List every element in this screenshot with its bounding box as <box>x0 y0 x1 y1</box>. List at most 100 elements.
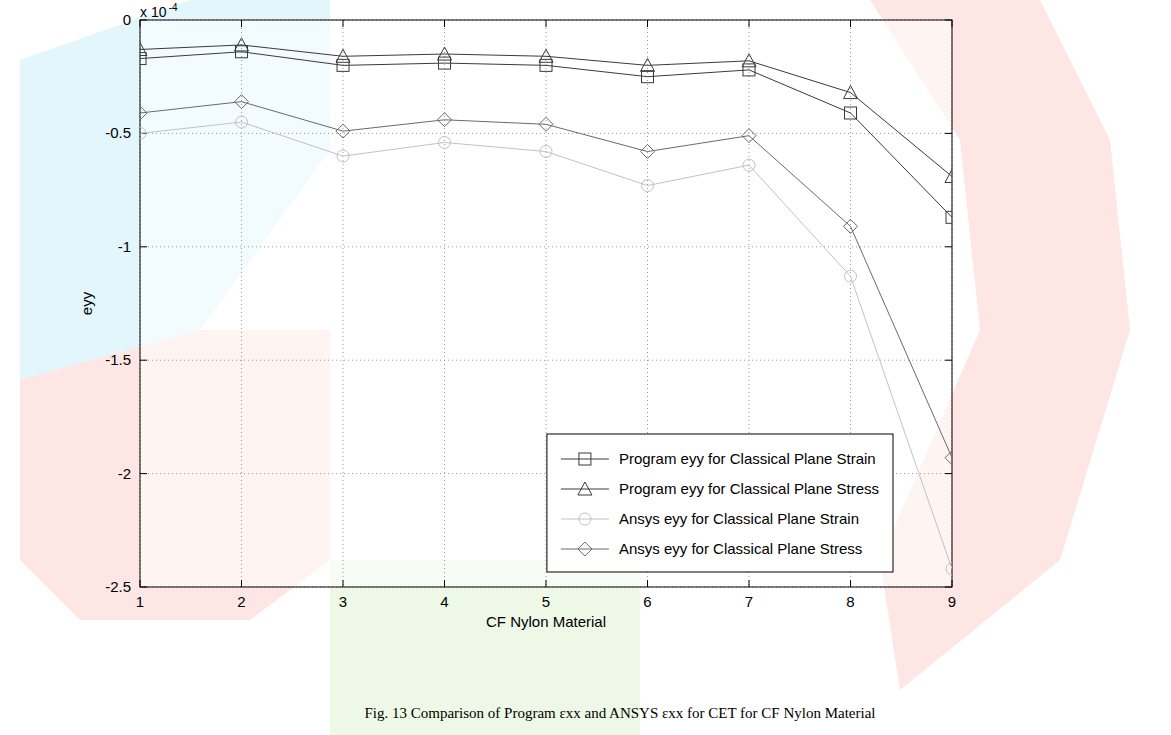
point <box>945 169 952 182</box>
tick-label: -2.5 <box>105 578 131 595</box>
grid-line <box>140 246 952 247</box>
legend-marker <box>579 513 591 525</box>
point <box>236 116 248 128</box>
tick <box>140 473 147 474</box>
point <box>641 145 655 159</box>
tick-label: 7 <box>745 593 753 610</box>
tick-label: 2 <box>237 593 245 610</box>
point <box>845 107 857 119</box>
legend-swatch <box>561 519 609 520</box>
point <box>438 47 452 60</box>
series <box>140 38 952 183</box>
tick <box>241 20 242 27</box>
series <box>140 46 952 224</box>
point <box>845 270 857 282</box>
point <box>140 127 146 139</box>
point <box>540 59 552 71</box>
point <box>742 129 756 143</box>
line <box>140 52 952 218</box>
tick-label: 6 <box>643 593 651 610</box>
caption: Fig. 13 Comparison of Program εxx and AN… <box>364 705 875 721</box>
tick-label: -1 <box>118 238 131 255</box>
legend-swatch <box>561 549 609 550</box>
grid <box>140 20 952 587</box>
tick <box>647 580 648 587</box>
legend: Program eyy for Classical Plane StrainPr… <box>547 434 893 572</box>
point <box>844 86 858 99</box>
point <box>236 46 248 58</box>
tick-label: 9 <box>948 593 956 610</box>
point <box>439 136 451 148</box>
tick-label: 3 <box>339 593 347 610</box>
point <box>337 59 349 71</box>
grid-line <box>241 20 242 587</box>
point <box>946 211 952 223</box>
legend-marker <box>578 482 592 495</box>
tick <box>140 20 141 27</box>
tick <box>444 20 445 27</box>
tick <box>850 20 851 27</box>
point <box>743 159 755 171</box>
legend-swatch <box>561 489 609 490</box>
point <box>438 113 452 127</box>
tick <box>952 20 953 27</box>
point <box>336 124 350 138</box>
point <box>742 54 756 67</box>
point <box>641 58 655 71</box>
point <box>642 180 654 192</box>
point <box>945 451 952 465</box>
point <box>946 563 952 575</box>
legend-label: Ansys eyy for Classical Plane Stress <box>619 540 862 557</box>
series <box>140 95 952 465</box>
grid-line <box>140 360 952 361</box>
plot-frame <box>140 20 952 587</box>
axis-multiplier-exponent: -4 <box>169 2 178 13</box>
legend-marker <box>579 453 591 465</box>
grid-line <box>140 133 952 134</box>
tick <box>749 580 750 587</box>
grid-line <box>444 20 445 587</box>
tick <box>241 580 242 587</box>
point <box>235 95 249 109</box>
tick <box>343 20 344 27</box>
chart: 123456789-2.5-2-1.5-1-0.50x 10-4CF Nylon… <box>0 0 1171 735</box>
legend-label: Ansys eyy for Classical Plane Strain <box>619 510 859 527</box>
legend-swatch <box>561 459 609 460</box>
tick <box>945 473 952 474</box>
point <box>743 64 755 76</box>
point <box>337 150 349 162</box>
tick-label: -2 <box>118 465 131 482</box>
tick <box>749 20 750 27</box>
axes: 123456789-2.5-2-1.5-1-0.50 <box>105 11 956 610</box>
tick <box>945 587 952 588</box>
tick <box>140 587 147 588</box>
tick <box>647 20 648 27</box>
tick <box>140 360 147 361</box>
series-group <box>140 38 952 575</box>
tick <box>140 246 147 247</box>
tick <box>952 580 953 587</box>
tick <box>444 580 445 587</box>
line <box>140 45 952 177</box>
tick <box>945 246 952 247</box>
point <box>539 117 553 131</box>
y-axis-title: eyy <box>78 291 95 315</box>
plot-area <box>140 20 952 587</box>
tick <box>850 580 851 587</box>
series <box>140 116 952 575</box>
point <box>140 42 147 55</box>
tick <box>546 20 547 27</box>
grid-line <box>546 20 547 587</box>
point <box>140 106 147 120</box>
watermark <box>20 0 1130 735</box>
line <box>140 102 952 458</box>
point <box>642 71 654 83</box>
tick-label: 1 <box>136 593 144 610</box>
tick <box>945 20 952 21</box>
legend-marker <box>578 542 592 556</box>
tick-label: 0 <box>123 11 131 28</box>
tick-label: 8 <box>846 593 854 610</box>
legend-label: Program eyy for Classical Plane Strain <box>619 450 876 467</box>
tick <box>945 360 952 361</box>
tick <box>343 580 344 587</box>
